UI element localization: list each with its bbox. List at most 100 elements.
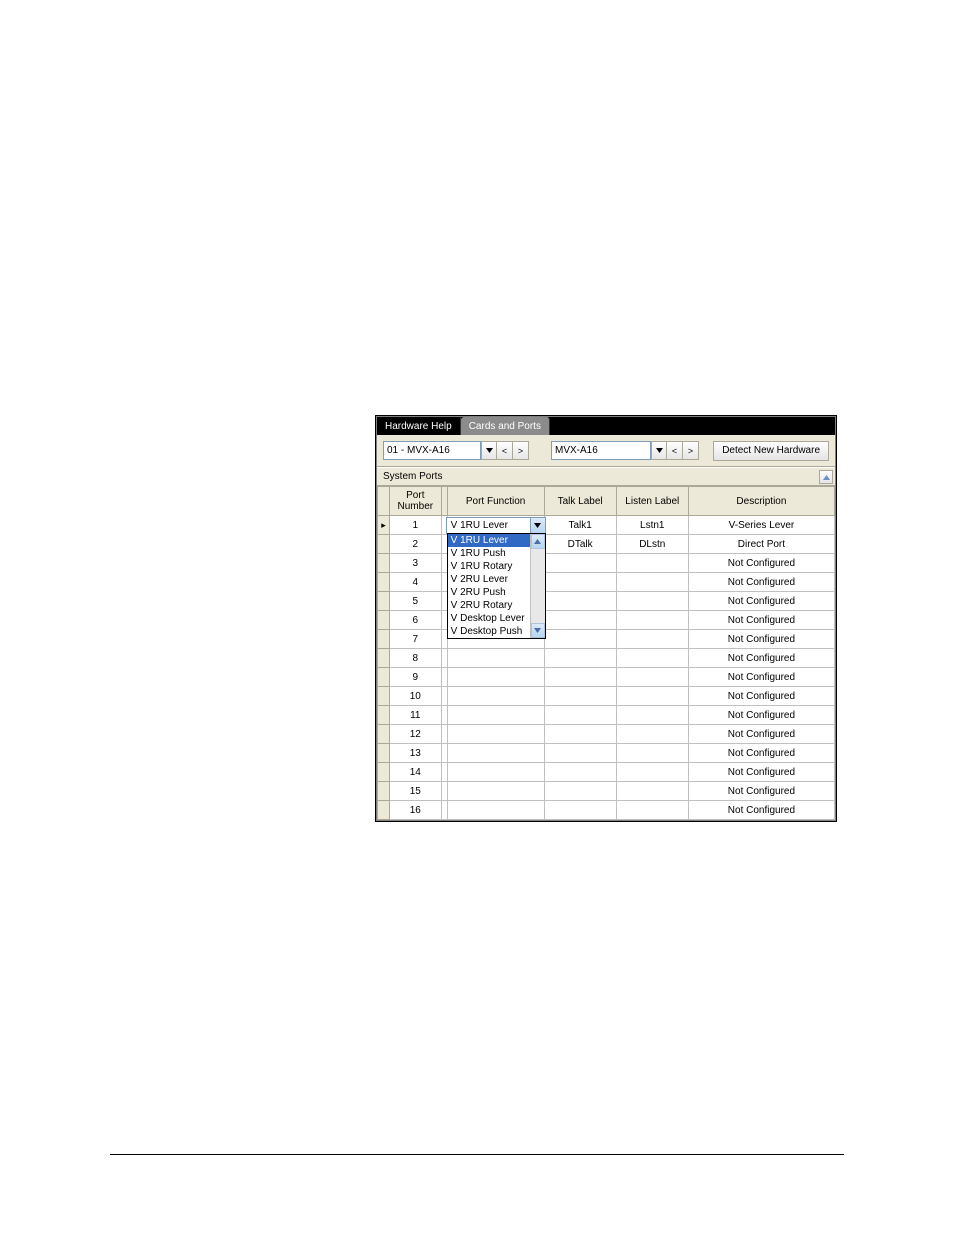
col-header-port-function[interactable]: Port Function: [447, 487, 544, 516]
cell-description[interactable]: Not Configured: [688, 649, 834, 668]
cell-talk-label[interactable]: [544, 573, 616, 592]
table-row[interactable]: 10 Not Configured: [378, 687, 835, 706]
cell-port-number[interactable]: 11: [389, 706, 441, 725]
cell-talk-label[interactable]: [544, 763, 616, 782]
dropdown-scrollbar[interactable]: [530, 534, 545, 638]
cell-port-function[interactable]: [447, 782, 544, 801]
dropdown-item[interactable]: V 2RU Lever: [448, 573, 530, 586]
dropdown-item[interactable]: V 1RU Push: [448, 547, 530, 560]
type-next-button[interactable]: >: [683, 441, 699, 460]
dropdown-item[interactable]: V 1RU Lever: [448, 534, 530, 547]
cell-description[interactable]: Not Configured: [688, 801, 834, 820]
cell-port-number[interactable]: 15: [389, 782, 441, 801]
cell-talk-label[interactable]: [544, 592, 616, 611]
row-indicator[interactable]: [378, 782, 390, 801]
table-row[interactable]: 11 Not Configured: [378, 706, 835, 725]
cell-listen-label[interactable]: [616, 782, 688, 801]
dropdown-item[interactable]: V 1RU Rotary: [448, 560, 530, 573]
tab-cards-and-ports[interactable]: Cards and Ports: [461, 417, 550, 435]
cell-listen-label[interactable]: [616, 554, 688, 573]
cell-talk-label[interactable]: [544, 744, 616, 763]
cell-port-number[interactable]: 12: [389, 725, 441, 744]
table-row[interactable]: 15 Not Configured: [378, 782, 835, 801]
cell-listen-label[interactable]: [616, 706, 688, 725]
type-prev-button[interactable]: <: [667, 441, 683, 460]
type-combo-input[interactable]: [551, 441, 651, 460]
col-header-description[interactable]: Description: [688, 487, 834, 516]
cell-listen-label[interactable]: [616, 744, 688, 763]
cell-port-number[interactable]: 6: [389, 611, 441, 630]
cell-port-number[interactable]: 2: [389, 535, 441, 554]
row-indicator[interactable]: [378, 668, 390, 687]
type-combo-dropdown-button[interactable]: [651, 441, 667, 460]
cell-listen-label[interactable]: [616, 801, 688, 820]
cell-description[interactable]: Not Configured: [688, 687, 834, 706]
dropdown-item[interactable]: V Desktop Lever: [448, 612, 530, 625]
row-indicator[interactable]: [378, 554, 390, 573]
dropdown-item[interactable]: V 2RU Rotary: [448, 599, 530, 612]
row-indicator[interactable]: [378, 801, 390, 820]
cell-talk-label[interactable]: DTalk: [544, 535, 616, 554]
cell-port-function[interactable]: [447, 649, 544, 668]
row-indicator[interactable]: [378, 725, 390, 744]
cell-port-function[interactable]: [447, 801, 544, 820]
cell-listen-label[interactable]: DLstn: [616, 535, 688, 554]
cell-description[interactable]: Not Configured: [688, 744, 834, 763]
cell-port-number[interactable]: 4: [389, 573, 441, 592]
dropdown-item[interactable]: V 2RU Push: [448, 586, 530, 599]
cell-description[interactable]: Not Configured: [688, 611, 834, 630]
slot-combo-dropdown-button[interactable]: [481, 441, 497, 460]
cell-talk-label[interactable]: [544, 649, 616, 668]
cell-description[interactable]: Not Configured: [688, 706, 834, 725]
row-indicator[interactable]: [378, 763, 390, 782]
cell-description[interactable]: Direct Port: [688, 535, 834, 554]
cell-port-function[interactable]: [447, 706, 544, 725]
row-indicator[interactable]: [378, 573, 390, 592]
cell-listen-label[interactable]: Lstn1: [616, 516, 688, 535]
cell-description[interactable]: Not Configured: [688, 630, 834, 649]
row-indicator[interactable]: [378, 687, 390, 706]
cell-listen-label[interactable]: [616, 611, 688, 630]
slot-prev-button[interactable]: <: [497, 441, 513, 460]
cell-port-number[interactable]: 3: [389, 554, 441, 573]
cell-talk-label[interactable]: Talk1: [544, 516, 616, 535]
cell-description[interactable]: Not Configured: [688, 573, 834, 592]
cell-port-number[interactable]: 1: [389, 516, 441, 535]
cell-talk-label[interactable]: [544, 611, 616, 630]
row-indicator[interactable]: [378, 516, 390, 535]
cell-port-function[interactable]: V 1RU LeverV 1RU LeverV 1RU PushV 1RU Ro…: [447, 516, 544, 535]
table-row[interactable]: 12 Not Configured: [378, 725, 835, 744]
cell-port-number[interactable]: 5: [389, 592, 441, 611]
cell-port-number[interactable]: 10: [389, 687, 441, 706]
table-row[interactable]: 13 Not Configured: [378, 744, 835, 763]
cell-description[interactable]: Not Configured: [688, 725, 834, 744]
table-row[interactable]: 1 V 1RU LeverV 1RU LeverV 1RU PushV 1RU R…: [378, 516, 835, 535]
tab-hardware-help[interactable]: Hardware Help: [377, 417, 461, 435]
dropdown-item[interactable]: V Desktop Push: [448, 625, 530, 638]
table-row[interactable]: 14Not Configured: [378, 763, 835, 782]
cell-port-number[interactable]: 16: [389, 801, 441, 820]
cell-talk-label[interactable]: [544, 725, 616, 744]
cell-listen-label[interactable]: [616, 763, 688, 782]
table-row[interactable]: 9Not Configured: [378, 668, 835, 687]
cell-talk-label[interactable]: [544, 687, 616, 706]
cell-port-number[interactable]: 14: [389, 763, 441, 782]
cell-port-number[interactable]: 13: [389, 744, 441, 763]
cell-port-function[interactable]: [447, 687, 544, 706]
cell-port-number[interactable]: 7: [389, 630, 441, 649]
cell-description[interactable]: Not Configured: [688, 554, 834, 573]
cell-talk-label[interactable]: [544, 554, 616, 573]
cell-port-function[interactable]: [447, 744, 544, 763]
cell-listen-label[interactable]: [616, 687, 688, 706]
cell-listen-label[interactable]: [616, 592, 688, 611]
detect-new-hardware-button[interactable]: Detect New Hardware: [713, 441, 829, 461]
section-collapse-button[interactable]: [819, 470, 833, 484]
cell-talk-label[interactable]: [544, 630, 616, 649]
slot-next-button[interactable]: >: [513, 441, 529, 460]
cell-description[interactable]: Not Configured: [688, 782, 834, 801]
cell-talk-label[interactable]: [544, 668, 616, 687]
cell-talk-label[interactable]: [544, 782, 616, 801]
cell-listen-label[interactable]: [616, 630, 688, 649]
port-function-value[interactable]: V 1RU Lever: [446, 517, 531, 534]
cell-talk-label[interactable]: [544, 801, 616, 820]
